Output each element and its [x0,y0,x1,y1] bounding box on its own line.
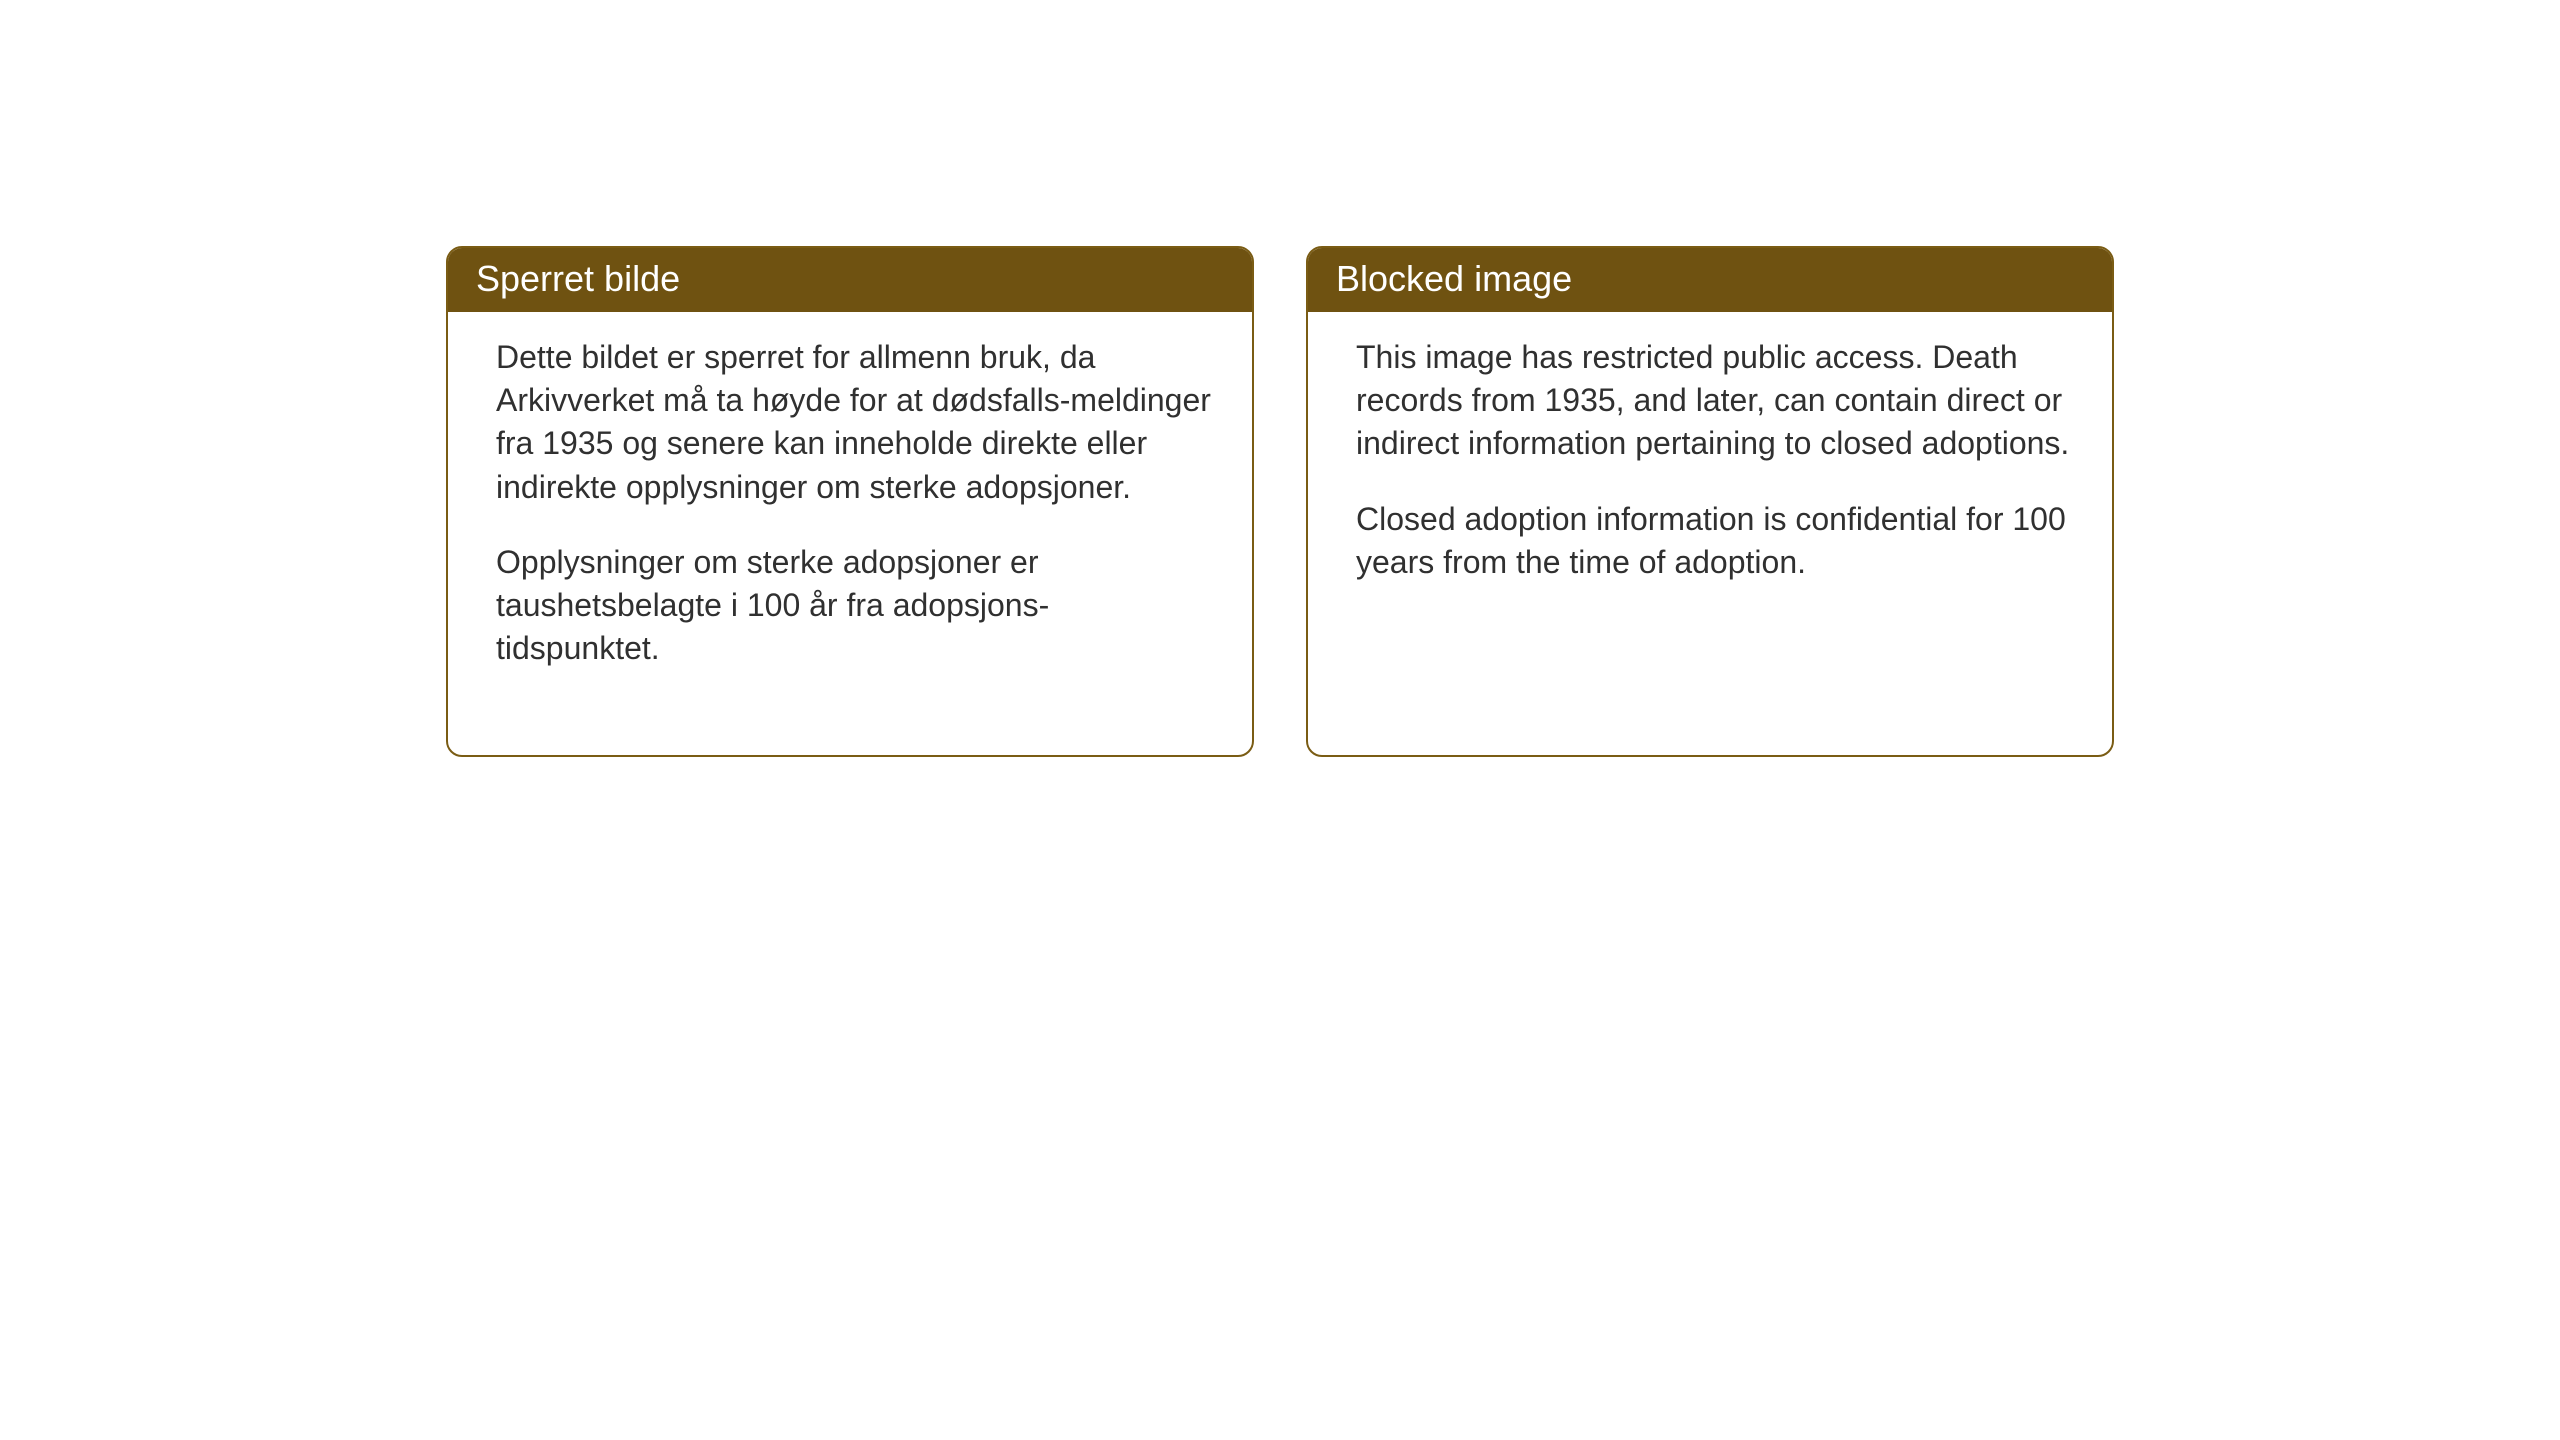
card-body-norwegian: Dette bildet er sperret for allmenn bruk… [448,312,1252,706]
notice-card-english: Blocked image This image has restricted … [1306,246,2114,757]
card-paragraph-2: Closed adoption information is confident… [1356,498,2072,584]
card-title: Blocked image [1336,258,1572,299]
card-title: Sperret bilde [476,258,680,299]
card-paragraph-2: Opplysninger om sterke adopsjoner er tau… [496,541,1212,671]
card-header-norwegian: Sperret bilde [448,248,1252,312]
card-body-english: This image has restricted public access.… [1308,312,2112,620]
card-header-english: Blocked image [1308,248,2112,312]
card-paragraph-1: This image has restricted public access.… [1356,336,2072,466]
notice-card-norwegian: Sperret bilde Dette bildet er sperret fo… [446,246,1254,757]
notice-container: Sperret bilde Dette bildet er sperret fo… [446,246,2114,757]
card-paragraph-1: Dette bildet er sperret for allmenn bruk… [496,336,1212,509]
